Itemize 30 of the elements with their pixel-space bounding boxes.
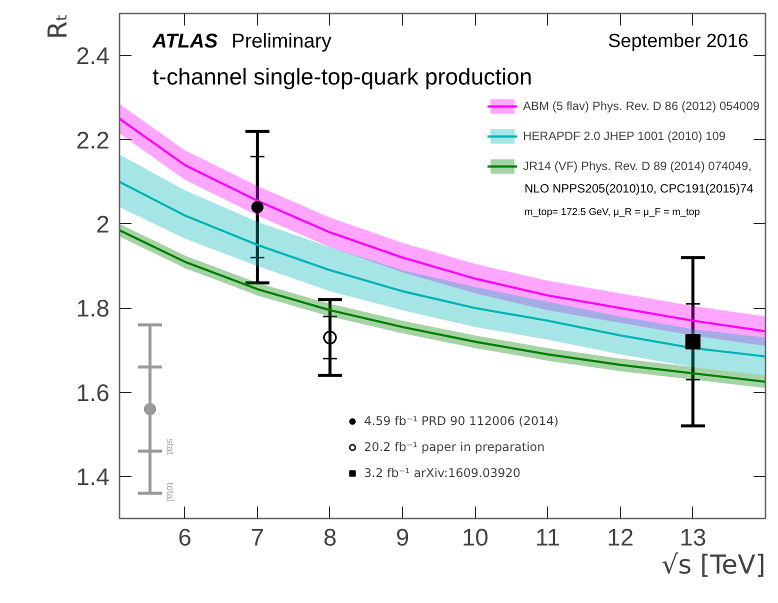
annotation: t-channel single-top-quark production bbox=[152, 64, 532, 90]
x-tick-label: 13 bbox=[680, 524, 706, 552]
annotation: September 2016 bbox=[608, 31, 749, 52]
y-tick-label: 2 bbox=[96, 211, 110, 238]
legend-label: ABM (5 flav) Phys. Rev. D 86 (2012) 054009 bbox=[523, 99, 760, 113]
x-tick-label: 12 bbox=[606, 524, 634, 552]
legend-label: 3.2 fb⁻¹ arXiv:1609.03920 bbox=[364, 466, 521, 480]
legend-label: JR14 (VF) Phys. Rev. D 89 (2014) 074049, bbox=[523, 159, 752, 173]
annotation: stat bbox=[164, 438, 175, 455]
annotation: Preliminary bbox=[232, 30, 332, 52]
x-tick-label: 6 bbox=[178, 524, 192, 552]
y-tick-label: 1.6 bbox=[76, 380, 110, 407]
y-axis-title: Rₜ bbox=[44, 14, 74, 40]
y-tick-label: 2.2 bbox=[76, 127, 110, 154]
legend-label: HERAPDF 2.0 JHEP 1001 (2010) 109 bbox=[523, 129, 726, 143]
y-tick-label: 1.8 bbox=[76, 296, 110, 323]
annotation: m_top= 172.5 GeV, μ_R = μ_F = m_top bbox=[524, 207, 700, 218]
x-tick-label: 10 bbox=[462, 524, 489, 552]
x-axis-title: √s [TeV] bbox=[662, 550, 766, 580]
x-tick-label: 8 bbox=[323, 524, 337, 552]
x-tick-label: 9 bbox=[396, 524, 410, 552]
x-tick-label: 7 bbox=[250, 524, 264, 552]
legend-label: 4.59 fb⁻¹ PRD 90 112006 (2014) bbox=[364, 414, 559, 428]
y-tick-label: 2.4 bbox=[76, 43, 110, 70]
annotation: total bbox=[164, 482, 175, 502]
legend-label: 20.2 fb⁻¹ paper in preparation bbox=[364, 440, 545, 454]
x-tick-label: 11 bbox=[535, 524, 560, 552]
annotation: ATLAS bbox=[152, 30, 218, 52]
annotation: NLO NPPS205(2010)10, CPC191(2015)74 bbox=[524, 182, 754, 196]
y-tick-label: 1.4 bbox=[76, 464, 110, 491]
